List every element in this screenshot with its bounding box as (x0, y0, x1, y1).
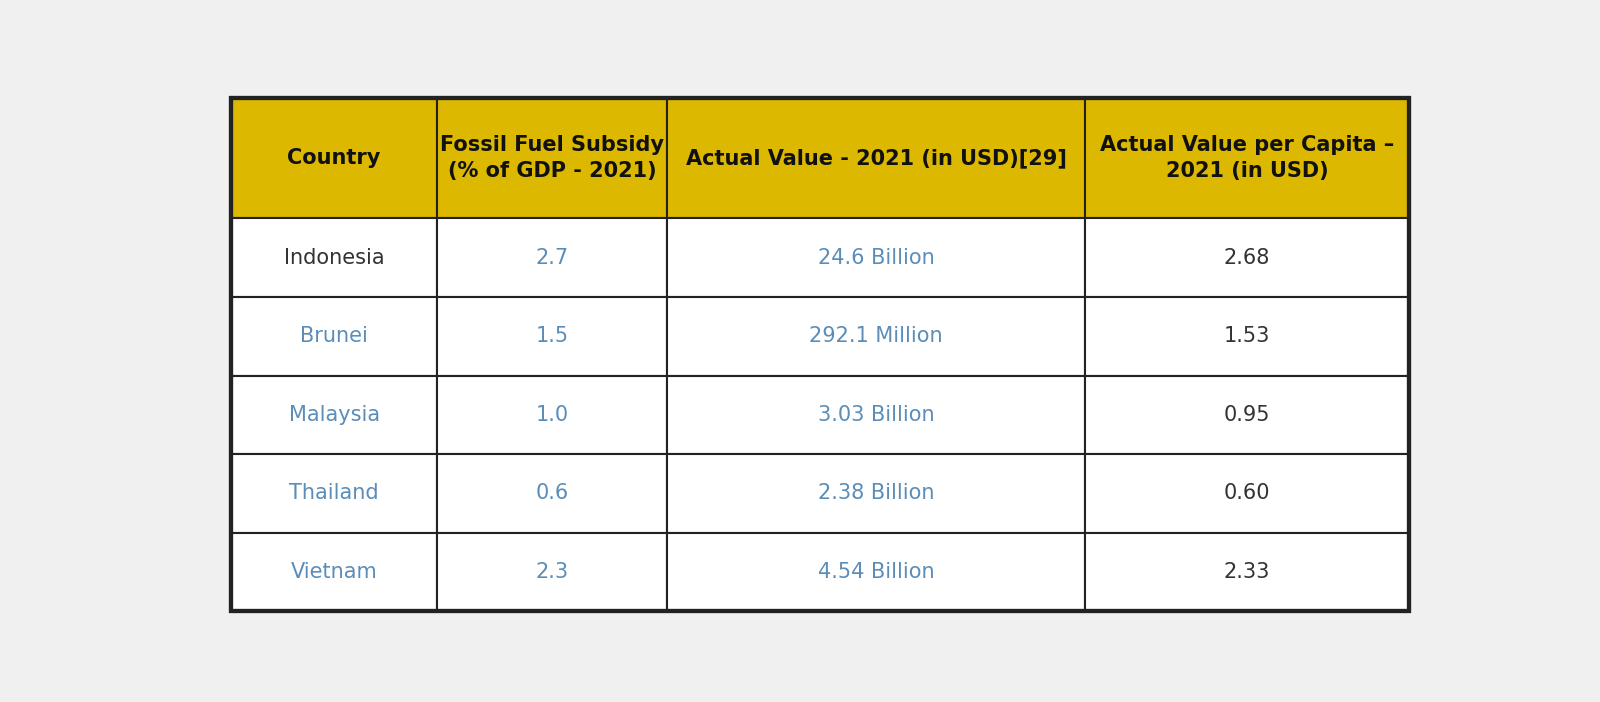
Bar (667, 376, 1085, 454)
Text: 2.68: 2.68 (1224, 248, 1270, 267)
Bar (1085, 98, 1410, 218)
Bar (230, 454, 437, 533)
Bar (667, 297, 1085, 376)
Bar (667, 98, 1085, 218)
Bar (437, 98, 667, 218)
Text: 292.1 Million: 292.1 Million (810, 326, 942, 346)
Text: 24.6 Billion: 24.6 Billion (818, 248, 934, 267)
Text: Thailand: Thailand (290, 484, 379, 503)
Text: Actual Value - 2021 (in USD)[29]: Actual Value - 2021 (in USD)[29] (685, 148, 1066, 168)
Text: Vietnam: Vietnam (291, 562, 378, 582)
Bar (437, 297, 667, 376)
Text: Malaysia: Malaysia (288, 405, 379, 425)
Text: 0.95: 0.95 (1224, 405, 1270, 425)
Text: 1.53: 1.53 (1224, 326, 1270, 346)
Text: 1.0: 1.0 (536, 405, 568, 425)
Text: 2.3: 2.3 (536, 562, 568, 582)
Text: 2.38 Billion: 2.38 Billion (818, 484, 934, 503)
Text: 4.54 Billion: 4.54 Billion (818, 562, 934, 582)
Text: Actual Value per Capita –
2021 (in USD): Actual Value per Capita – 2021 (in USD) (1099, 135, 1394, 181)
Bar (230, 376, 437, 454)
Bar (437, 218, 667, 297)
Text: Indonesia: Indonesia (283, 248, 384, 267)
Bar (437, 454, 667, 533)
Text: 3.03 Billion: 3.03 Billion (818, 405, 934, 425)
Text: 2.33: 2.33 (1224, 562, 1270, 582)
Bar (1085, 218, 1410, 297)
Bar (1085, 297, 1410, 376)
Bar (230, 218, 437, 297)
Text: 2.7: 2.7 (536, 248, 568, 267)
Bar (667, 533, 1085, 611)
Bar (230, 533, 437, 611)
Bar (1085, 454, 1410, 533)
Bar (437, 376, 667, 454)
Text: Country: Country (288, 148, 381, 168)
Text: 0.6: 0.6 (536, 484, 568, 503)
Bar (667, 218, 1085, 297)
Bar (1085, 533, 1410, 611)
Text: 0.60: 0.60 (1224, 484, 1270, 503)
Text: 1.5: 1.5 (536, 326, 568, 346)
Bar (230, 98, 437, 218)
Bar (437, 533, 667, 611)
Bar (1085, 376, 1410, 454)
Text: Brunei: Brunei (301, 326, 368, 346)
Bar (667, 454, 1085, 533)
Bar (230, 297, 437, 376)
Text: Fossil Fuel Subsidy
(% of GDP - 2021): Fossil Fuel Subsidy (% of GDP - 2021) (440, 135, 664, 181)
